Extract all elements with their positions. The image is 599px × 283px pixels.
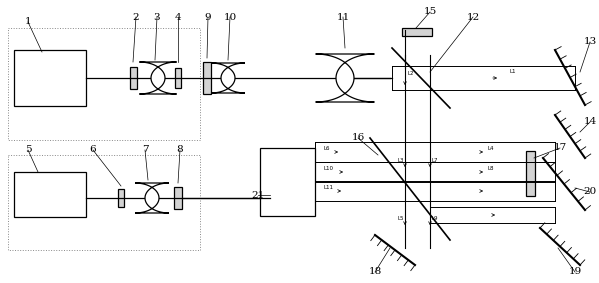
Polygon shape	[135, 183, 169, 213]
Polygon shape	[316, 54, 374, 102]
Text: 13: 13	[583, 38, 597, 46]
Bar	[175, 68, 181, 88]
Text: 3: 3	[154, 12, 161, 22]
Text: 2: 2	[133, 12, 140, 22]
Text: L7: L7	[432, 158, 438, 163]
Text: L2: L2	[407, 71, 413, 76]
Text: L5: L5	[397, 216, 404, 221]
Text: 17: 17	[553, 143, 567, 153]
Text: 7: 7	[142, 145, 149, 155]
Bar	[174, 187, 182, 209]
Bar	[203, 62, 211, 94]
Bar	[525, 151, 534, 196]
Text: 21: 21	[252, 190, 265, 200]
Text: 15: 15	[423, 8, 437, 16]
Text: L1: L1	[510, 69, 516, 74]
Text: 10: 10	[223, 12, 237, 22]
Bar	[14, 50, 86, 106]
Bar	[402, 28, 432, 36]
Text: 19: 19	[568, 267, 582, 276]
Text: 16: 16	[352, 134, 365, 143]
Text: 8: 8	[177, 145, 183, 155]
Text: L4: L4	[488, 146, 495, 151]
Text: L10: L10	[323, 166, 333, 171]
Text: L6: L6	[323, 146, 329, 151]
Polygon shape	[140, 62, 177, 94]
Text: L11: L11	[323, 185, 333, 190]
Text: 9: 9	[205, 12, 211, 22]
Bar	[118, 189, 124, 207]
Text: 6: 6	[90, 145, 96, 155]
Text: 5: 5	[25, 145, 31, 155]
Text: 14: 14	[583, 117, 597, 127]
Text: 12: 12	[467, 12, 480, 22]
Text: 11: 11	[337, 12, 350, 22]
Bar	[8, 155, 200, 250]
Text: 1: 1	[25, 18, 31, 27]
Bar	[14, 172, 86, 217]
Text: L3: L3	[397, 158, 404, 163]
Text: 4: 4	[175, 12, 181, 22]
Bar	[260, 148, 315, 216]
Polygon shape	[211, 63, 245, 93]
Bar	[8, 28, 200, 140]
Text: 18: 18	[368, 267, 382, 276]
Text: 20: 20	[583, 188, 597, 196]
Text: L9: L9	[432, 216, 438, 221]
Text: L8: L8	[488, 166, 495, 171]
Bar	[129, 67, 137, 89]
